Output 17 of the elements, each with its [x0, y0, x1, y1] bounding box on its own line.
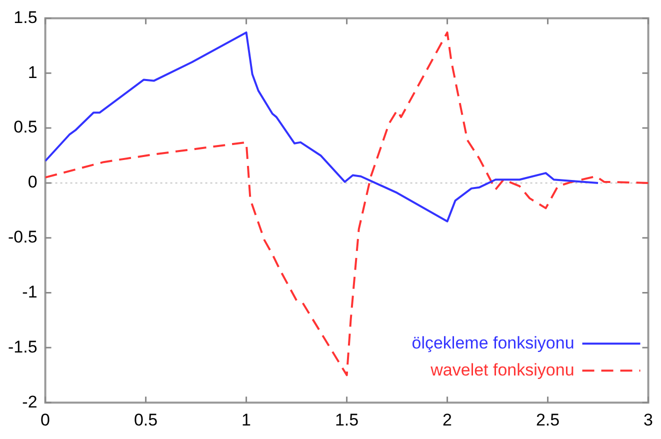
y-tick-label: -2	[22, 392, 38, 412]
x-tick-label: 0.5	[134, 410, 158, 430]
y-tick-label: 1.5	[14, 8, 38, 27]
y-tick-label: -1	[22, 282, 38, 302]
x-tick-label: 3	[644, 410, 654, 430]
x-tick-label: 1	[242, 410, 252, 430]
x-tick-label: 2.5	[536, 410, 560, 430]
legend-label: wavelet fonksiyonu	[430, 360, 574, 380]
x-tick-label: 1.5	[334, 410, 359, 430]
y-tick-label: -0.5	[8, 228, 38, 247]
x-tick-label: 0	[40, 410, 50, 430]
y-tick-label: 1	[28, 62, 38, 82]
y-tick-label: -1.5	[8, 337, 38, 356]
y-tick-label: 0.5	[14, 118, 38, 137]
y-tick-label: 0	[28, 172, 38, 192]
x-tick-label: 2	[442, 410, 452, 430]
legend-label: ölçekleme fonksiyonu	[412, 333, 574, 352]
